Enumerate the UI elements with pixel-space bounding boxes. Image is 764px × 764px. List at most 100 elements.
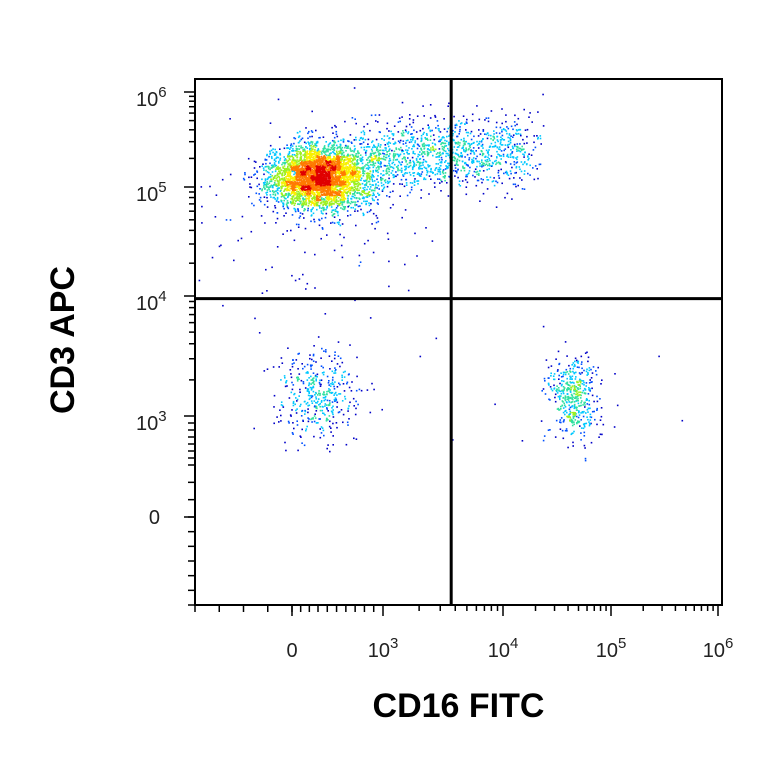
event-dot — [318, 157, 320, 160]
event-dot — [414, 140, 417, 142]
event-dot — [309, 167, 312, 169]
event-dot — [331, 148, 334, 151]
event-dot — [274, 205, 276, 207]
event-dot — [369, 156, 372, 158]
event-dot — [320, 161, 323, 163]
event-dot — [466, 175, 468, 178]
event-dot — [308, 170, 311, 172]
event-dot — [365, 150, 367, 153]
event-dot — [301, 166, 304, 169]
event-dot — [364, 165, 366, 167]
event-dot — [407, 149, 409, 152]
event-dot — [308, 152, 310, 155]
event-dot — [444, 179, 446, 182]
event-dot — [368, 210, 371, 213]
event-dot — [464, 141, 466, 143]
event-dot — [340, 187, 343, 190]
event-dot — [399, 169, 401, 172]
event-dot — [391, 170, 394, 172]
event-dot — [336, 162, 339, 165]
event-dot — [366, 177, 369, 179]
event-dot — [384, 156, 387, 159]
event-dot — [343, 206, 346, 208]
event-dot — [456, 158, 459, 161]
event-dot — [361, 194, 364, 196]
event-dot — [340, 147, 342, 150]
event-dot — [367, 162, 369, 164]
event-dot — [332, 213, 335, 215]
event-dot — [327, 180, 330, 183]
event-dot — [349, 174, 351, 177]
event-dot — [521, 188, 524, 190]
event-dot — [295, 168, 297, 171]
event-dot — [343, 186, 346, 189]
event-dot — [370, 158, 373, 161]
event-dot — [353, 180, 356, 183]
event-dot — [298, 160, 300, 162]
event-dot — [399, 139, 402, 142]
event-dot — [325, 212, 328, 215]
event-dot — [334, 208, 337, 211]
event-dot — [315, 191, 318, 194]
event-dot — [496, 150, 498, 153]
event-dot — [445, 160, 447, 162]
event-dot — [527, 159, 529, 161]
event-dot — [407, 131, 410, 133]
event-dot — [281, 177, 284, 180]
event-dot — [274, 179, 276, 182]
event-dot — [428, 193, 430, 195]
event-dot — [439, 173, 442, 175]
event-dot — [306, 147, 309, 149]
event-dot — [248, 176, 250, 179]
event-dot — [308, 193, 310, 195]
event-dot — [331, 184, 334, 186]
event-dot — [446, 166, 448, 168]
event-dot — [445, 155, 447, 158]
event-dot — [337, 194, 339, 196]
event-dot — [349, 148, 352, 151]
event-dot — [408, 141, 411, 144]
event-dot — [411, 168, 414, 171]
event-dot — [285, 197, 287, 200]
event-dot — [334, 194, 336, 197]
event-dot — [339, 194, 342, 197]
event-dot — [514, 172, 516, 174]
event-dot — [339, 219, 341, 221]
event-dot — [301, 206, 303, 208]
event-dot — [352, 163, 355, 166]
event-dot — [533, 141, 535, 144]
event-dot — [371, 223, 373, 225]
event-dot — [367, 172, 370, 175]
event-dot — [318, 173, 321, 176]
event-dot — [330, 167, 332, 169]
event-dot — [286, 187, 289, 190]
event-dot — [370, 114, 373, 117]
event-dot — [357, 173, 359, 175]
event-dot — [413, 144, 415, 146]
event-dot — [314, 168, 316, 171]
event-dot — [304, 166, 307, 168]
event-dot — [289, 166, 292, 169]
event-dot — [401, 150, 403, 153]
event-dot — [476, 144, 479, 146]
event-dot — [377, 161, 379, 163]
event-dot — [458, 120, 460, 122]
event-dot — [312, 150, 315, 153]
event-dot — [329, 156, 331, 159]
event-dot — [351, 162, 354, 164]
event-dot — [295, 162, 297, 164]
event-dot — [514, 124, 516, 127]
event-dot — [384, 147, 386, 149]
event-dot — [412, 136, 415, 138]
event-dot — [387, 167, 389, 169]
event-dot — [516, 145, 518, 148]
event-dot — [279, 171, 281, 173]
event-dot — [327, 183, 330, 185]
event-dot — [319, 177, 321, 179]
event-dot — [426, 154, 429, 157]
event-dot — [288, 189, 291, 192]
event-dot — [317, 149, 320, 151]
event-dot — [456, 153, 459, 156]
event-dot — [291, 170, 294, 173]
event-dot — [536, 168, 538, 170]
